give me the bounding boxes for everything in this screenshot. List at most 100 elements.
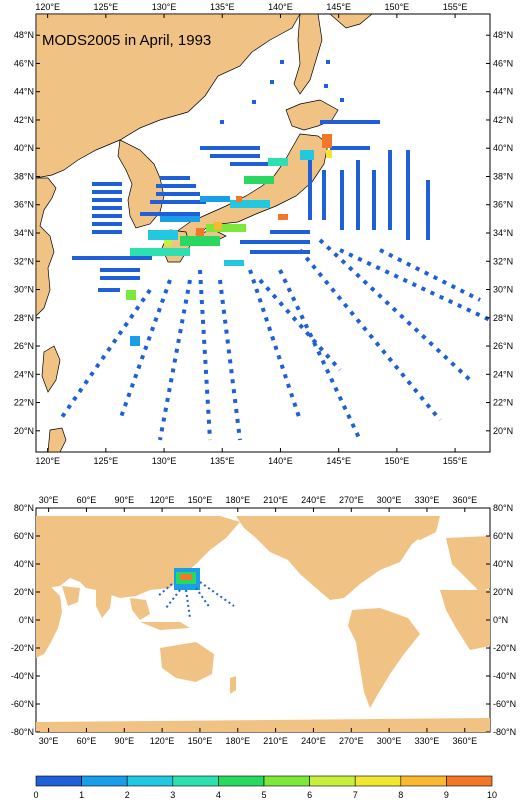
lat-tick-label: 46°N: [493, 58, 513, 68]
global-map-lon-ticks-top: 30°E 60°E 90°E 120°E 150°E 180°E 210°E 240°E 270…: [39, 495, 477, 512]
lat-tick-label: 30°N: [493, 285, 513, 295]
colorbar: 0 1 2 3 4 5 6 7 8 9 10: [33, 775, 497, 800]
lon-tick-label: 210°E: [263, 495, 288, 505]
top-map-lat-ticks-left: 48°N 46°N 44°N 42°N 40°N 38°N 36°N 34°N 32°N 30°N…: [14, 30, 40, 436]
colorbar-swatch: [263, 775, 310, 787]
global-map-lat-ticks-left: 80°N 60°N 40°N 20°N 0°N -20°N -40°N -60°N -80°N: [11, 503, 40, 737]
lon-tick-label: 360°E: [452, 495, 477, 505]
colorbar-label: 8: [398, 790, 403, 800]
lon-tick-label: 120°E: [35, 456, 60, 466]
colorbar-swatch: [126, 775, 174, 787]
lat-tick-label: 20°N: [493, 426, 513, 436]
lon-tick-label: 60°E: [77, 495, 97, 505]
colorbar-label: 1: [79, 790, 84, 800]
colorbar-label: 4: [216, 790, 221, 800]
colorbar-label: 0: [33, 790, 38, 800]
lat-tick-label: 44°N: [14, 87, 34, 97]
lon-tick-label: 145°E: [326, 456, 351, 466]
colorbar-labels: 0 1 2 3 4 5 6 7 8 9 10: [33, 790, 497, 800]
global-observation-cells: [157, 568, 235, 619]
top-map-lat-ticks-right: 48°N 46°N 44°N 42°N 40°N 38°N 36°N 34°N 32°N 30°N…: [486, 30, 513, 436]
lat-tick-label: -20°N: [11, 643, 34, 653]
lat-tick-label: 34°N: [14, 228, 34, 238]
colorbar-swatch: [35, 775, 82, 787]
lat-tick-label: 48°N: [493, 30, 513, 40]
lat-tick-label: 42°N: [493, 115, 513, 125]
lat-tick-label: 0°N: [493, 615, 508, 625]
lat-tick-label: 36°N: [14, 200, 34, 210]
colorbar-swatch: [81, 775, 128, 787]
title-box: [37, 28, 237, 52]
lon-tick-label: 120°E: [150, 736, 175, 746]
lat-tick-label: 80°N: [493, 503, 513, 513]
lat-tick-label: 28°N: [493, 313, 513, 323]
lon-tick-label: 180°E: [225, 495, 250, 505]
lat-tick-label: 42°N: [14, 115, 34, 125]
lat-tick-label: 36°N: [493, 200, 513, 210]
lon-tick-label: 155°E: [443, 456, 468, 466]
lat-tick-label: 40°N: [14, 143, 34, 153]
lat-tick-label: 40°N: [493, 559, 513, 569]
lon-tick-label: 330°E: [415, 736, 440, 746]
lat-tick-label: 0°N: [19, 615, 34, 625]
lat-tick-label: 32°N: [14, 256, 34, 266]
lat-tick-label: 60°N: [14, 531, 34, 541]
lon-tick-label: 180°E: [225, 736, 250, 746]
lat-tick-label: 20°N: [14, 587, 34, 597]
observation-cells: [58, 60, 491, 441]
lon-tick-label: 270°E: [339, 736, 364, 746]
lon-tick-label: 150°E: [385, 2, 410, 12]
lon-tick-label: 135°E: [210, 456, 235, 466]
colorbar-swatch: [354, 775, 402, 787]
lat-tick-label: 60°N: [493, 531, 513, 541]
lat-tick-label: 22°N: [14, 398, 34, 408]
lon-tick-label: 140°E: [268, 2, 293, 12]
lon-tick-label: 155°E: [443, 2, 468, 12]
lon-tick-label: 210°E: [263, 736, 288, 746]
top-map-lon-ticks-bottom: 120°E 125°E 130°E 135°E 140°E 145°E 150°E 155°E: [35, 448, 467, 466]
map-title: MODS2005 in April, 1993: [42, 32, 211, 49]
lon-tick-label: 130°E: [152, 2, 177, 12]
lon-tick-label: 300°E: [377, 736, 402, 746]
lat-tick-label: 38°N: [14, 171, 34, 181]
lon-tick-label: 150°E: [188, 495, 213, 505]
regional-map: MODS2005 in April, 1993 120°E 125°E 130°E 1…: [14, 2, 513, 466]
lat-tick-label: 26°N: [14, 341, 34, 351]
lon-tick-label: 150°E: [385, 456, 410, 466]
lat-tick-label: 24°N: [14, 369, 34, 379]
lon-tick-label: 145°E: [326, 2, 351, 12]
colorbar-swatch: [400, 775, 447, 787]
lat-tick-label: -40°N: [493, 671, 516, 681]
lon-tick-label: 240°E: [301, 495, 326, 505]
lat-tick-label: 34°N: [493, 228, 513, 238]
lat-tick-label: -80°N: [11, 727, 34, 737]
lon-tick-label: 125°E: [94, 2, 119, 12]
lon-tick-label: 120°E: [35, 2, 60, 12]
lat-tick-label: -60°N: [493, 699, 516, 709]
lat-tick-label: 40°N: [14, 559, 34, 569]
colorbar-swatch: [446, 775, 493, 787]
colorbar-label: 9: [444, 790, 449, 800]
lon-tick-label: 90°E: [114, 495, 134, 505]
lat-tick-label: 48°N: [14, 30, 34, 40]
lon-tick-label: 135°E: [210, 2, 235, 12]
colorbar-swatches: [35, 775, 493, 787]
lon-tick-label: 150°E: [188, 736, 213, 746]
colorbar-swatch: [309, 775, 356, 787]
colorbar-swatch: [172, 775, 219, 787]
lat-tick-label: 22°N: [493, 398, 513, 408]
lat-tick-label: 38°N: [493, 171, 513, 181]
lon-tick-label: 300°E: [377, 495, 402, 505]
lat-tick-label: 40°N: [493, 143, 513, 153]
lon-tick-label: 30°E: [39, 736, 59, 746]
global-map: 30°E 60°E 90°E 120°E 150°E 180°E 210°E 240°E 270…: [11, 495, 516, 746]
global-map-lon-ticks-bottom: 30°E 60°E 90°E 120°E 150°E 180°E 210°E 240°E 270…: [39, 728, 477, 746]
lat-tick-label: -60°N: [11, 699, 34, 709]
lat-tick-label: 20°N: [14, 426, 34, 436]
lon-tick-label: 125°E: [94, 456, 119, 466]
lat-tick-label: 28°N: [14, 313, 34, 323]
lat-tick-label: 44°N: [493, 87, 513, 97]
colorbar-label: 7: [353, 790, 358, 800]
colorbar-label: 5: [261, 790, 266, 800]
colorbar-label: 3: [170, 790, 175, 800]
